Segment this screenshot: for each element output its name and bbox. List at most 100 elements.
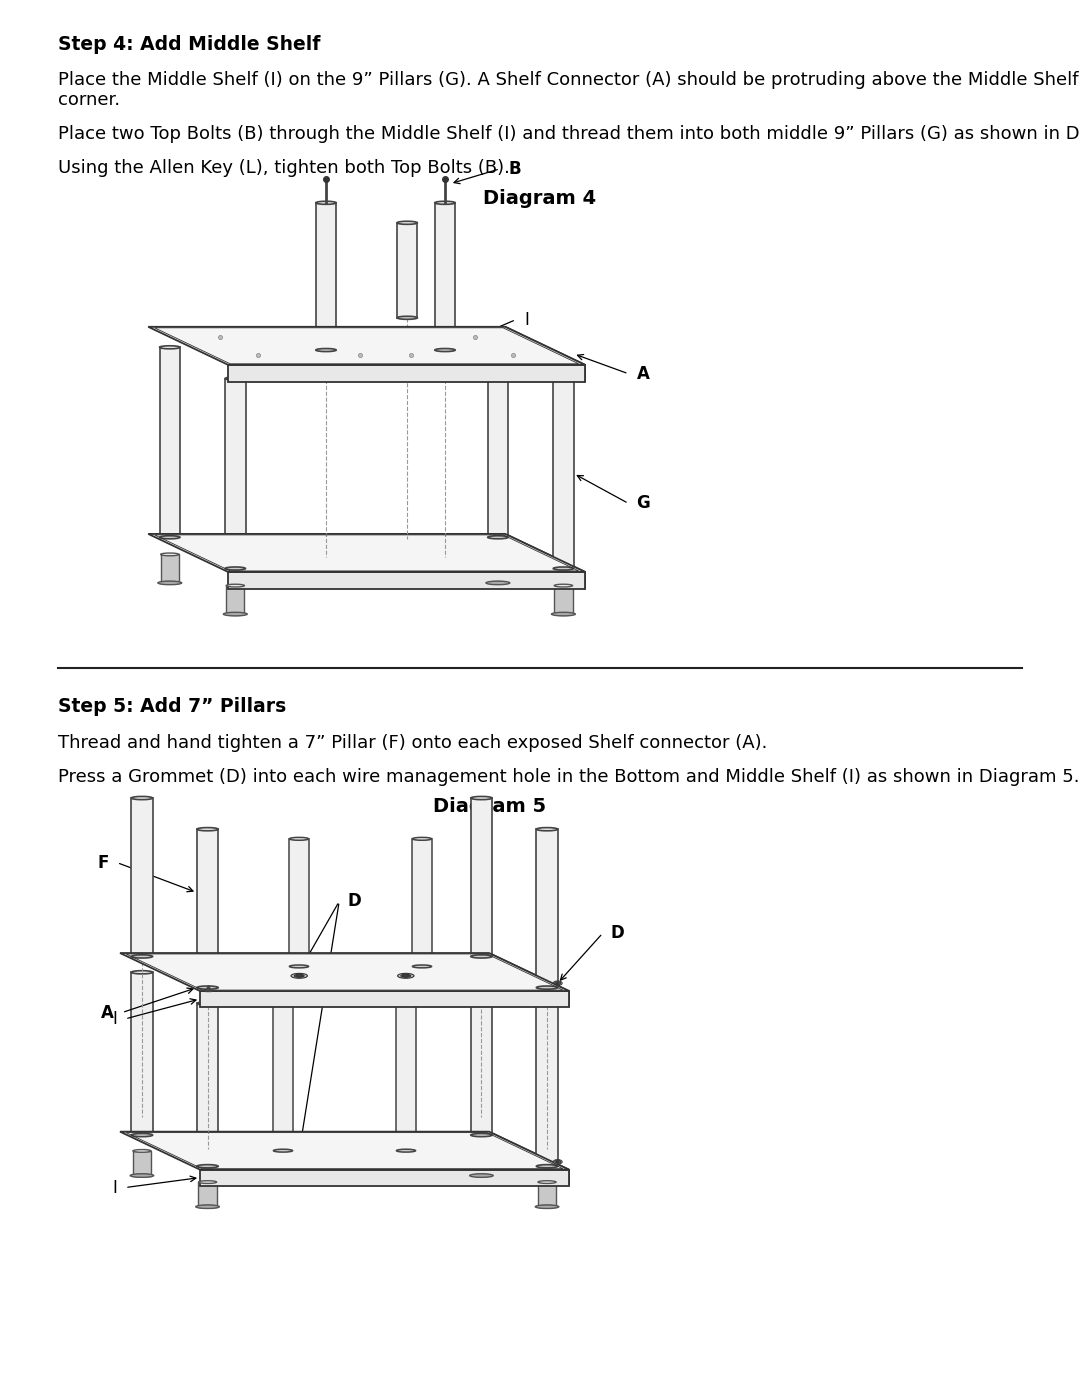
Polygon shape: [160, 348, 180, 538]
Polygon shape: [315, 203, 336, 351]
Polygon shape: [554, 585, 572, 615]
Ellipse shape: [197, 986, 218, 989]
Polygon shape: [435, 203, 455, 351]
Polygon shape: [489, 953, 569, 1007]
Ellipse shape: [226, 584, 244, 587]
Polygon shape: [471, 972, 492, 1136]
Ellipse shape: [315, 201, 336, 204]
Polygon shape: [413, 838, 432, 967]
Text: Using the Allen Key (L), tighten both Top Bolts (B).: Using the Allen Key (L), tighten both To…: [58, 159, 510, 177]
Text: I: I: [112, 1179, 117, 1197]
Ellipse shape: [273, 986, 293, 989]
Ellipse shape: [225, 567, 245, 570]
Ellipse shape: [226, 613, 244, 616]
Ellipse shape: [315, 348, 336, 352]
Ellipse shape: [537, 986, 557, 989]
Ellipse shape: [132, 796, 152, 799]
Ellipse shape: [488, 346, 508, 349]
Ellipse shape: [224, 612, 247, 616]
Ellipse shape: [401, 974, 410, 978]
Ellipse shape: [132, 971, 152, 974]
Ellipse shape: [471, 1133, 492, 1137]
Ellipse shape: [554, 584, 572, 587]
Ellipse shape: [132, 1133, 152, 1137]
Polygon shape: [537, 1003, 557, 1166]
Ellipse shape: [472, 1150, 490, 1153]
Ellipse shape: [396, 1150, 416, 1153]
Polygon shape: [505, 327, 585, 381]
Ellipse shape: [552, 612, 576, 616]
Text: I: I: [524, 310, 529, 328]
Ellipse shape: [554, 613, 572, 616]
Polygon shape: [226, 585, 244, 615]
Text: Thread and hand tighten a 7” Pillar (F) onto each exposed Shelf connector (A).: Thread and hand tighten a 7” Pillar (F) …: [58, 733, 768, 752]
Ellipse shape: [289, 837, 309, 840]
Polygon shape: [228, 365, 585, 381]
Polygon shape: [161, 555, 179, 583]
Polygon shape: [471, 798, 492, 957]
Ellipse shape: [160, 346, 180, 349]
Ellipse shape: [391, 1148, 404, 1153]
Text: Press a Grommet (D) into each wire management hole in the Bottom and Middle Shel: Press a Grommet (D) into each wire manag…: [58, 767, 1080, 785]
Polygon shape: [199, 1182, 217, 1207]
Text: Place the Middle Shelf (I) on the 9” Pillars (G). A Shelf Connector (A) should b: Place the Middle Shelf (I) on the 9” Pil…: [58, 71, 1080, 89]
Ellipse shape: [285, 1148, 298, 1153]
Text: corner.: corner.: [58, 91, 120, 109]
Polygon shape: [148, 534, 585, 571]
Ellipse shape: [555, 982, 561, 985]
Ellipse shape: [199, 1206, 217, 1208]
Ellipse shape: [161, 553, 179, 556]
Ellipse shape: [556, 1161, 559, 1162]
Polygon shape: [505, 534, 585, 590]
Ellipse shape: [397, 974, 414, 978]
Ellipse shape: [394, 1150, 402, 1153]
Ellipse shape: [132, 954, 152, 958]
Ellipse shape: [396, 986, 416, 989]
Polygon shape: [538, 1182, 556, 1207]
Ellipse shape: [471, 796, 492, 799]
Ellipse shape: [225, 377, 245, 380]
Ellipse shape: [489, 581, 508, 584]
Ellipse shape: [471, 954, 492, 958]
Text: I: I: [112, 1010, 117, 1028]
Polygon shape: [200, 990, 569, 1007]
Ellipse shape: [289, 965, 309, 968]
Ellipse shape: [195, 1206, 219, 1208]
Polygon shape: [133, 1151, 151, 1175]
Polygon shape: [132, 972, 152, 1136]
Polygon shape: [197, 1003, 218, 1166]
Text: A: A: [636, 365, 649, 383]
Polygon shape: [537, 830, 557, 988]
Ellipse shape: [287, 1150, 295, 1153]
Polygon shape: [472, 1151, 490, 1175]
Ellipse shape: [413, 965, 432, 968]
Ellipse shape: [488, 536, 508, 539]
Polygon shape: [148, 327, 585, 365]
Polygon shape: [553, 379, 573, 569]
Ellipse shape: [553, 377, 573, 380]
Ellipse shape: [197, 827, 218, 831]
Ellipse shape: [413, 837, 432, 840]
Ellipse shape: [133, 1175, 151, 1176]
Polygon shape: [120, 953, 569, 990]
Text: Diagram 5: Diagram 5: [433, 798, 546, 816]
Ellipse shape: [131, 1173, 153, 1178]
Ellipse shape: [397, 316, 417, 320]
Text: Diagram 4: Diagram 4: [484, 189, 596, 208]
Ellipse shape: [291, 974, 308, 978]
Ellipse shape: [553, 981, 563, 985]
Ellipse shape: [133, 1150, 151, 1153]
Ellipse shape: [273, 1150, 293, 1153]
Ellipse shape: [537, 827, 557, 831]
Text: F: F: [97, 854, 109, 872]
Ellipse shape: [536, 1206, 558, 1208]
Ellipse shape: [197, 1002, 218, 1004]
Polygon shape: [120, 1132, 569, 1169]
Ellipse shape: [537, 1002, 557, 1004]
Polygon shape: [488, 348, 508, 538]
Polygon shape: [228, 571, 585, 590]
Ellipse shape: [538, 1180, 556, 1183]
Text: A: A: [102, 1003, 113, 1021]
Polygon shape: [289, 838, 309, 967]
Polygon shape: [489, 1132, 569, 1186]
